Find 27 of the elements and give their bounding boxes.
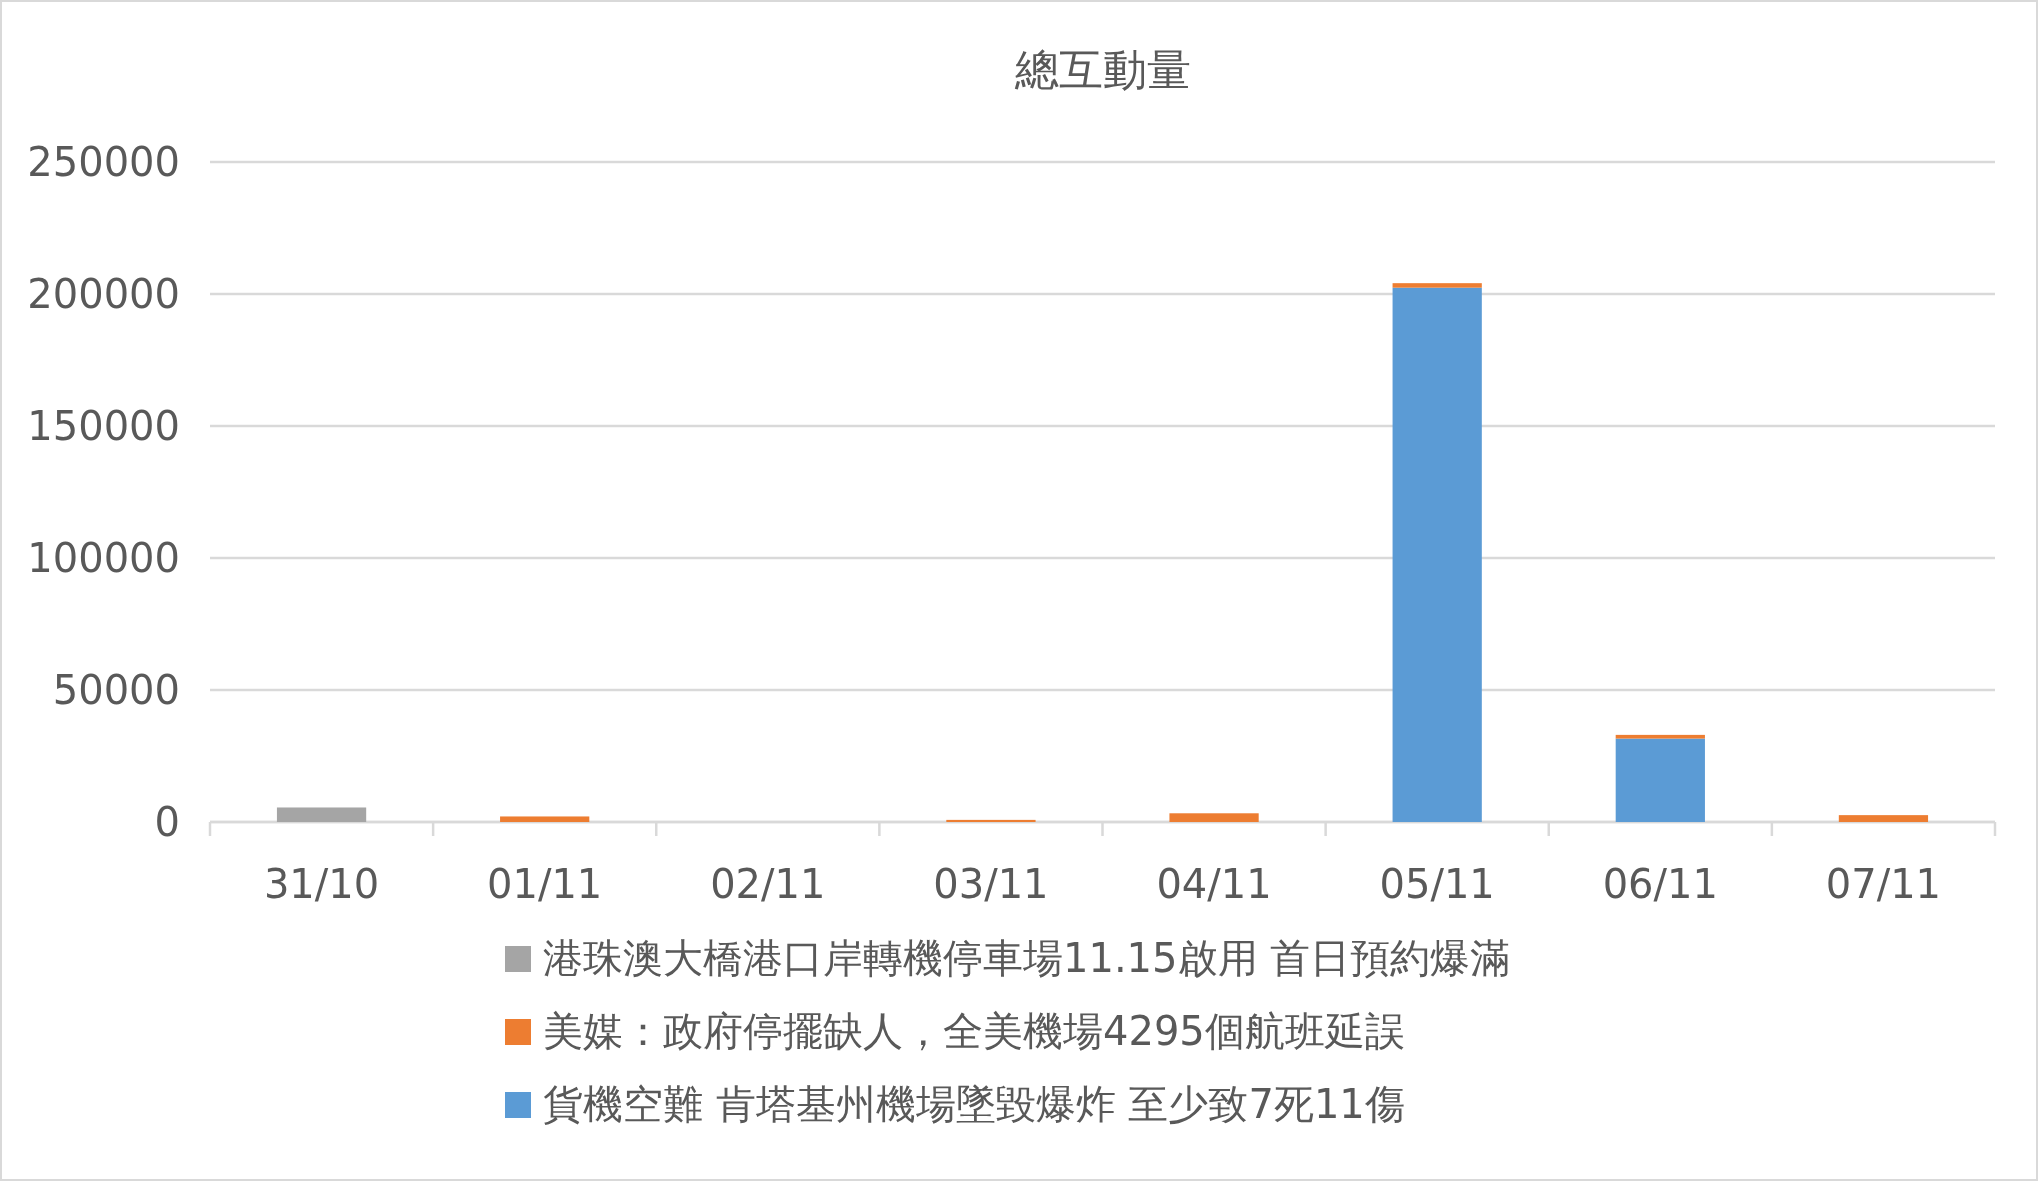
y-tick-label: 50000 (52, 667, 180, 713)
bar (500, 816, 590, 822)
y-tick-label: 150000 (27, 403, 180, 449)
bar (1615, 738, 1705, 822)
y-tick-label: 100000 (27, 535, 180, 581)
x-tick-label: 04/11 (1156, 861, 1272, 907)
bar (1615, 734, 1705, 739)
y-tick-label: 250000 (27, 139, 180, 185)
x-tick-label: 06/11 (1602, 861, 1718, 907)
x-tick-label: 31/10 (263, 861, 380, 907)
x-tick-label: 03/11 (933, 861, 1049, 907)
x-tick-label: 07/11 (1825, 861, 1942, 907)
legend-label: 美媒：政府停擺缺人，全美機場4295個航班延誤 (543, 1008, 1405, 1054)
x-tick-label: 02/11 (710, 861, 826, 907)
bar (946, 819, 1036, 822)
x-tick-label: 01/11 (487, 861, 603, 907)
bar (1838, 815, 1929, 822)
legend-label: 貨機空難 肯塔基州機場墜毀爆炸 至少致7死11傷 (543, 1081, 1405, 1127)
bar (1169, 813, 1259, 822)
bar (276, 807, 367, 822)
bar (1392, 287, 1482, 822)
y-tick-label: 0 (154, 799, 180, 845)
bar (1392, 283, 1482, 288)
x-tick-label: 05/11 (1379, 861, 1495, 907)
chart-title: 總互動量 (1013, 44, 1191, 95)
y-tick-label: 200000 (27, 271, 180, 317)
legend-label: 港珠澳大橋港口岸轉機停車場11.15啟用 首日預約爆滿 (543, 935, 1511, 981)
